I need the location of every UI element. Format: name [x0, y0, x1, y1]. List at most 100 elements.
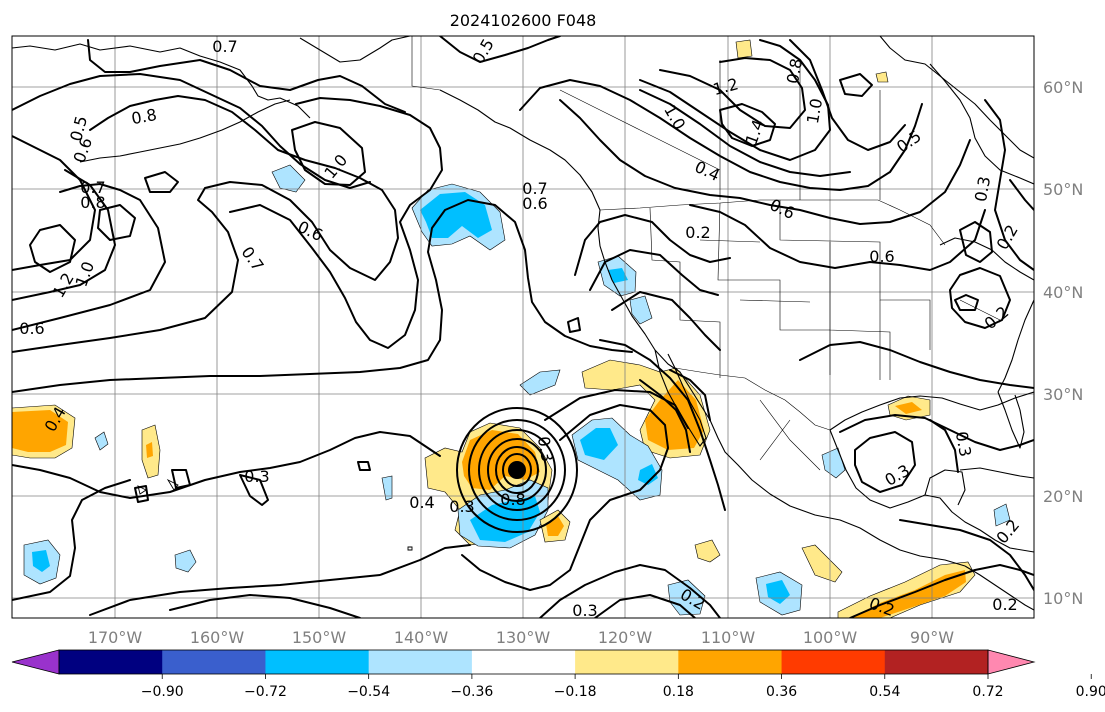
colorbar-tick-label: −0.36: [450, 684, 493, 700]
coast-west-us: [604, 261, 966, 567]
colorbar-bin-firebrick: [884, 650, 989, 674]
island-clipperton: [407, 546, 413, 551]
lon-label: 100°W: [803, 628, 858, 647]
contour-far-west-mid: [12, 169, 116, 301]
contour-east-4: [949, 267, 1011, 329]
contour-inner-west-2: [29, 224, 76, 273]
coast-bc-west: [597, 209, 606, 263]
lon-label: 150°W: [292, 628, 347, 647]
contour-label: 0.2: [992, 595, 1017, 614]
lon-label: 110°W: [701, 628, 756, 647]
coast-alaska-north: [12, 43, 311, 119]
colorbar-extend-high: [987, 649, 1036, 675]
contour-storm-ring-6: [502, 453, 532, 487]
contour-inner-1.0: [291, 121, 366, 186]
border-mexico-states: [759, 399, 821, 471]
coast-hudson: [879, 36, 1034, 159]
shade-yellow-eastpac: [837, 561, 976, 618]
contour-central-am: [899, 519, 1034, 591]
contour-1.2-canada: [659, 57, 806, 129]
contour-label: 0.3: [952, 430, 975, 458]
contour-storm-ring-1: [456, 407, 578, 533]
storm-center-marker: [508, 461, 526, 479]
coast-hudson-bay: [929, 63, 1034, 185]
latitude-labels: 60°N 50°N 40°N 30°N 20°N 10°N: [1043, 78, 1083, 608]
colorbar-bin-orangered: [781, 650, 886, 674]
contour-east-3: [1009, 179, 1034, 211]
contour-label: 0.7: [80, 178, 105, 197]
contour-label: 0.8: [783, 57, 806, 85]
shade-orange-gulf: [895, 402, 922, 414]
contour-0.3-east: [929, 419, 959, 473]
shade-blue-west-2: [94, 431, 109, 451]
contour-0.6-canada: [559, 99, 971, 225]
contour-label: 1.0: [803, 97, 826, 125]
contour-0.4-canada: [639, 89, 851, 177]
plot-title: 2024102600 F048: [450, 11, 597, 30]
contour-0.7-big: [12, 95, 399, 353]
shade-blue-122w-core: [580, 428, 618, 460]
contour-0.3-south: [89, 544, 471, 616]
contour-storm-ring-3: [478, 429, 556, 511]
contour-0.2-usa: [689, 204, 986, 271]
colorbar-bin-royal: [162, 650, 266, 674]
contour-label: 0.2: [685, 223, 710, 242]
contour-label: 0.6: [522, 194, 547, 213]
contour-gulf-1: [799, 341, 1034, 389]
contour-storm-ring-5: [495, 446, 539, 494]
longitude-labels: 170°W 160°W 150°W 140°W 130°W 120°W 110°…: [88, 628, 954, 647]
contour-label: 0.3: [534, 435, 557, 463]
lon-label: 170°W: [88, 628, 143, 647]
contour-0.3-mexico: [854, 431, 916, 493]
graticule: [12, 36, 1034, 618]
colorbar-bin-lightsky: [368, 650, 473, 674]
contour-0.4-central: [12, 199, 633, 393]
coast-central-america: [964, 565, 1034, 611]
contour-label: 0.3: [572, 601, 597, 620]
contour-pacific-south: [12, 479, 131, 601]
colorbar-bin-deepsky: [265, 650, 370, 674]
lat-label: 40°N: [1043, 283, 1083, 302]
contour-mexico-1: [639, 379, 691, 453]
border-states-4: [829, 242, 891, 380]
lat-label: 10°N: [1043, 589, 1083, 608]
border-us-mexico: [674, 367, 831, 431]
contour-0.2-baja: [599, 339, 726, 511]
contour-0.4-storm-west: [239, 474, 269, 506]
island-hawaii-2: [137, 485, 147, 495]
contour-inner-west-3: [144, 171, 179, 193]
border-canada-provinces: [559, 60, 881, 200]
shade-blue-coast-2: [629, 295, 653, 325]
contour-label: 0.8: [500, 490, 525, 509]
contour-south-east: [539, 564, 721, 618]
contour-0.5-north: [12, 73, 371, 189]
colorbar-tick-label: −0.18: [554, 684, 597, 700]
shade-blue-west-1-core: [32, 550, 50, 572]
contour-far-west-north: [12, 135, 96, 271]
border-states-3: [779, 200, 931, 350]
coast-se-alaska: [439, 89, 601, 211]
colorbar-tick-label: −0.54: [347, 684, 390, 700]
contour-north-upper: [87, 39, 406, 113]
shade-yellow-104w: [801, 544, 843, 583]
coastlines: [12, 36, 1034, 611]
lat-label: 20°N: [1043, 487, 1083, 506]
colorbar-bin-navy: [59, 650, 163, 674]
map-frame: [11, 35, 1035, 619]
colorbar-tick-label: −0.72: [244, 684, 287, 700]
colorbar-tick-label: 0.18: [663, 684, 694, 700]
contour-storm-outer-2: [544, 389, 689, 429]
colorbar-bin-lightyellow: [575, 650, 679, 674]
lon-label: 130°W: [496, 628, 551, 647]
contour-label: 0.8: [130, 105, 158, 128]
contour-label: 0.3: [971, 175, 994, 203]
colorbar-frame: [58, 649, 989, 675]
contour-us-west-2: [589, 249, 719, 296]
contour-ne-canada: [789, 39, 906, 151]
contour-layer: [12, 36, 1034, 618]
contour-label: 0.7: [212, 37, 237, 56]
contour-label: 0.3: [449, 497, 474, 516]
contour-us-west-1: [574, 214, 731, 276]
border-states-2: [717, 202, 831, 375]
lat-label: 50°N: [1043, 180, 1083, 199]
